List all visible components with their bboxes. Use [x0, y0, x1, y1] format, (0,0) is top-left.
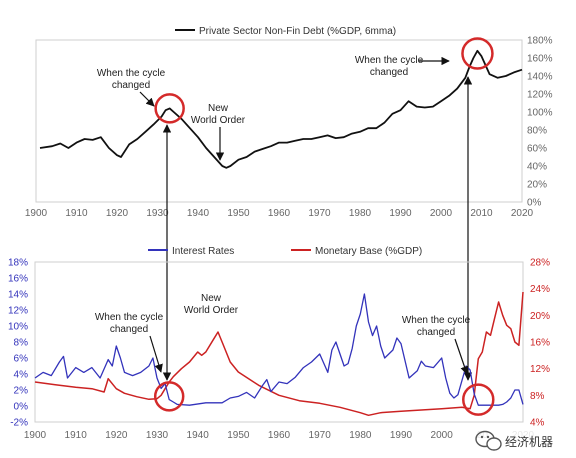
arrow-cycle-2009-bottom: [454, 338, 469, 375]
top-x-tick-label: 1980: [349, 208, 372, 219]
bottom-x-tick-label: 1910: [65, 430, 88, 441]
top-x-tick-label: 2010: [470, 208, 493, 219]
bottom-x-tick-label: 1920: [105, 430, 128, 441]
bottom-left-tick-label: 0%: [14, 402, 29, 413]
legend-label-rates: Interest Rates: [172, 246, 234, 257]
annotation-new-world-line2: World Order: [191, 115, 246, 126]
watermark: 经济机器: [470, 426, 570, 454]
top-x-tick-label: 1970: [308, 208, 331, 219]
top-x-tick-label: 1990: [389, 208, 412, 219]
top-y-tick-label: 140%: [527, 72, 553, 83]
top-y-tick-label: 160%: [527, 54, 553, 65]
top-plot-frame: [35, 39, 523, 203]
bottom-x-tick-label: 1930: [146, 430, 169, 441]
highlight-circle-2009-top: [461, 37, 494, 70]
bottom-x-tick-label: 2000: [431, 430, 454, 441]
bottom-x-axis: 1900 1910 1920 1930 1940 1950 1960 1970 1980 1990…: [24, 430, 535, 441]
highlight-circle-2009-bottom: [462, 383, 495, 416]
bottom-left-tick-label: 16%: [8, 274, 28, 285]
arrow-cycle-1933-top: [139, 91, 155, 107]
top-y-tick-label: 20%: [527, 180, 547, 191]
annotation-cycle-1933-bottom-line2: changed: [110, 324, 148, 335]
highlight-circle-1933-top: [154, 93, 185, 124]
bottom-left-tick-label: 10%: [8, 322, 28, 333]
top-y-axis-right: 0% 20% 40% 60% 80% 100% 120% 140% 160% 180%: [527, 36, 553, 209]
bottom-x-tick-label: 1970: [309, 430, 332, 441]
annotation-cycle-2009-line2: changed: [370, 67, 408, 78]
bottom-left-tick-label: 2%: [14, 386, 29, 397]
top-x-tick-label: 1930: [146, 208, 169, 219]
bottom-left-tick-label: 4%: [14, 370, 29, 381]
bottom-x-tick-label: 1990: [390, 430, 413, 441]
annotation-new-world-line1: New: [208, 103, 229, 114]
annotation-new-world-bottom-line2: World Order: [184, 305, 239, 316]
bottom-x-tick-label: 1900: [24, 430, 47, 441]
arrow-cycle-1933-bottom: [149, 335, 163, 373]
legend-label-base: Monetary Base (%GDP): [315, 246, 422, 257]
bottom-x-tick-label: 1980: [349, 430, 372, 441]
annotation-cycle-1933-bottom-line1: When the cycle: [95, 312, 164, 323]
top-y-tick-label: 180%: [527, 36, 553, 47]
top-x-tick-label: 1950: [227, 208, 250, 219]
top-x-tick-label: 1910: [65, 208, 88, 219]
annotation-cycle-2009-line1: When the cycle: [355, 55, 424, 66]
top-x-tick-label: 2000: [430, 208, 453, 219]
legend-label-debt: Private Sector Non-Fin Debt (%GDP, 6mma): [199, 26, 396, 37]
annotation-cycle-2009-bottom-line2: changed: [417, 327, 455, 338]
annotation-new-world-bottom-line1: New: [201, 293, 222, 304]
annotation-cycle-1933-line1: When the cycle: [97, 68, 166, 79]
bottom-y-axis-right: 4% 8% 12% 16% 20% 24% 28%: [530, 258, 550, 429]
annotation-cycle-1933-line2: changed: [112, 80, 150, 91]
highlight-circle-1933-bottom: [153, 381, 185, 412]
bottom-right-tick-label: 12%: [530, 364, 550, 375]
debt-line: [39, 49, 523, 169]
bottom-right-tick-label: 24%: [530, 284, 550, 295]
annotation-cycle-2009-bottom-line1: When the cycle: [402, 315, 471, 326]
top-x-tick-label: 1960: [268, 208, 291, 219]
top-x-tick-label: 1920: [106, 208, 129, 219]
top-debt-chart: Private Sector Non-Fin Debt (%GDP, 6mma)…: [25, 26, 553, 219]
top-y-tick-label: 80%: [527, 126, 547, 137]
top-y-tick-label: 60%: [527, 144, 547, 155]
top-x-tick-label: 2020: [511, 208, 534, 219]
top-y-tick-label: 40%: [527, 162, 547, 173]
bottom-right-tick-label: 8%: [530, 391, 545, 402]
wechat-chat-bubble-icon: [475, 430, 502, 451]
top-y-tick-label: 120%: [527, 90, 553, 101]
bottom-left-tick-label: -2%: [10, 418, 28, 429]
top-y-tick-label: 100%: [527, 108, 553, 119]
bottom-x-tick-label: 1950: [227, 430, 250, 441]
bottom-plot-frame: [34, 261, 524, 423]
bottom-right-tick-label: 28%: [530, 258, 550, 269]
bottom-x-tick-label: 1940: [187, 430, 210, 441]
top-x-tick-label: 1900: [25, 208, 48, 219]
bottom-left-tick-label: 6%: [14, 354, 29, 365]
bottom-x-tick-label: 1960: [268, 430, 291, 441]
bottom-right-tick-label: 4%: [530, 418, 545, 429]
bottom-left-tick-label: 12%: [8, 306, 28, 317]
bottom-rates-chart: Interest Rates Monetary Base (%GDP) 1900…: [8, 246, 550, 441]
top-x-tick-label: 1940: [187, 208, 210, 219]
bottom-right-tick-label: 20%: [530, 311, 550, 322]
bottom-right-tick-label: 16%: [530, 338, 550, 349]
bottom-y-axis-left: -2% 0% 2% 4% 6% 8% 10% 12% 14% 16% 18%: [8, 258, 28, 429]
interest-rates-line: [34, 293, 524, 406]
bottom-left-tick-label: 14%: [8, 290, 28, 301]
bottom-left-tick-label: 8%: [14, 338, 29, 349]
monetary-base-line: [34, 291, 524, 417]
watermark-text: 经济机器: [505, 434, 553, 449]
top-y-tick-label: 0%: [527, 198, 542, 209]
bottom-left-tick-label: 18%: [8, 258, 28, 269]
top-x-axis: 1900 1910 1920 1930 1940 1950 1960 1970 1980 1990…: [25, 208, 534, 219]
